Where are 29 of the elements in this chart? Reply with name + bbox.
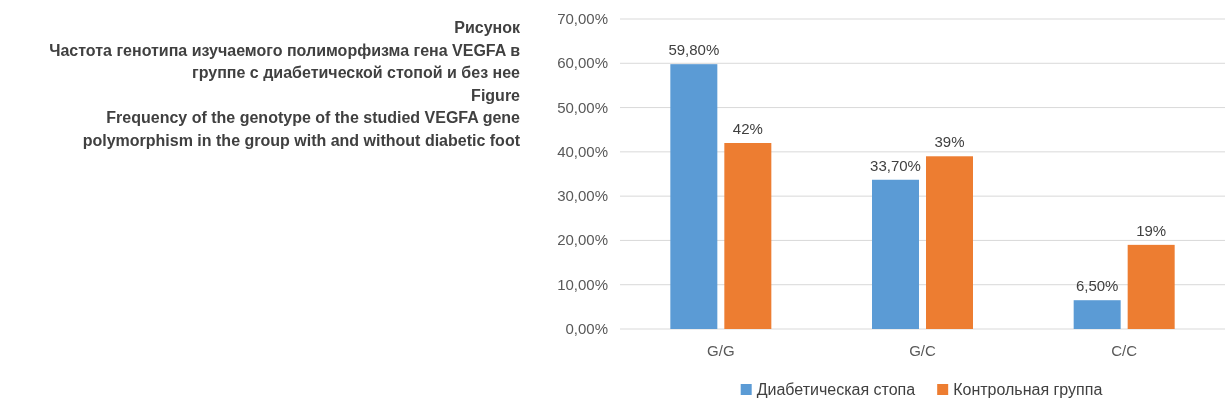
y-tick-label: 10,00% — [557, 275, 608, 293]
data-label: 59,80% — [668, 41, 720, 59]
y-tick-label: 0,00% — [565, 320, 608, 337]
data-label: 42% — [732, 120, 763, 137]
y-tick-label: 40,00% — [557, 142, 608, 160]
text: Рисунок — [454, 19, 521, 36]
y-tick-label: 60,00% — [557, 54, 608, 72]
x-tick-label: G/G — [707, 342, 735, 359]
y-tick-label: 20,00% — [557, 231, 608, 249]
x-tick-label: C/C — [1111, 342, 1138, 359]
bar — [1073, 300, 1121, 329]
y-tick-label: 50,00% — [557, 98, 608, 116]
bar — [724, 143, 772, 329]
y-tick-label: 30,00% — [557, 187, 608, 205]
bar — [1127, 244, 1175, 329]
data-label: 39% — [934, 133, 965, 151]
text: Figure — [471, 86, 521, 104]
bar — [872, 179, 919, 329]
bar — [670, 64, 718, 329]
data-label: 33,70% — [870, 156, 921, 174]
text: Frequency of the genotype of the studied VEGFA gene polymorphism in the group with and without diabetic foot — [82, 109, 521, 149]
x-tick-label: G/C — [909, 342, 936, 359]
data-label: 19% — [1136, 221, 1167, 239]
legend-label: Диабетическая стопа — [756, 381, 916, 398]
legend-label: Контрольная группа — [953, 381, 1103, 398]
bar — [926, 156, 973, 329]
data-label: 6,50% — [1075, 277, 1119, 295]
y-tick-label: 70,00% — [557, 10, 608, 27]
text: Частота генотипа изучаемого полиморфизма гена VEGFA в группе с диабетической стопой и без нее — [49, 41, 521, 81]
